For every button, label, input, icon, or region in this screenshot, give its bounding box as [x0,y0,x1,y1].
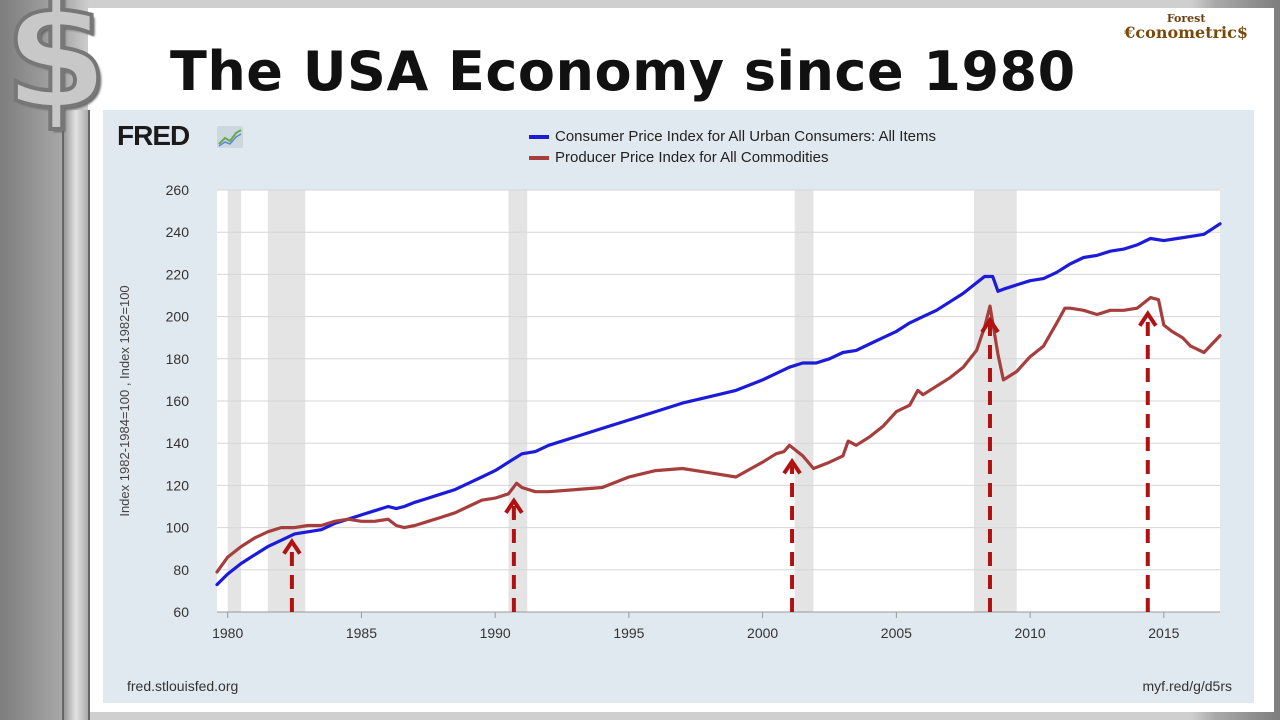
slide-title: The USA Economy since 1980 [170,40,1076,103]
line-chart: 60 80 100 120 140 160 180 200 220 240 260 1980 1985 1… [117,182,1222,641]
y-tick-label-100: 100 [166,520,190,536]
x-tick-label-1985: 1985 [346,625,377,641]
legend-item-ppi: Producer Price Index for All Commodities [529,147,936,168]
forest-econometrics-logo: Forest €conometric$ [1124,12,1248,42]
legend-swatch-ppi [529,155,549,160]
logo-main-text: €conometric$ [1124,23,1248,42]
y-tick-label-220: 220 [166,266,190,282]
y-tick-label-120: 120 [166,477,190,493]
arrow-head-1 [504,497,524,514]
fred-chart-icon [217,126,243,148]
chart-legend: Consumer Price Index for All Urban Consu… [529,126,936,168]
x-tick-label-2015: 2015 [1148,625,1179,641]
dollar-sign-icon: $ [2,0,110,143]
y-tick-label-80: 80 [173,562,189,578]
x-tick-label-2010: 2010 [1015,625,1046,641]
y-axis-label: Index 1982-1984=100 , Index 1982=100 [117,285,132,516]
y-tick-label-180: 180 [166,351,190,367]
x-tick-label-1995: 1995 [613,625,644,641]
arrow-head-2 [782,457,802,475]
x-tick-label-2005: 2005 [881,625,912,641]
x-tick-label-1980: 1980 [212,625,243,641]
y-tick-label-140: 140 [166,435,190,451]
arrow-head-4 [1138,310,1158,327]
y-tick-label-240: 240 [166,224,190,240]
legend-label-cpi: Consumer Price Index for All Urban Consu… [555,128,936,145]
y-tick-label-60: 60 [173,604,189,620]
legend-item-cpi: Consumer Price Index for All Urban Consu… [529,126,936,147]
y-tick-label-200: 200 [166,309,190,325]
source-link[interactable]: fred.stlouisfed.org [127,678,239,694]
arrow-head-3 [980,316,1000,334]
dollar-bar-decoration [62,110,90,720]
x-tick-label-2000: 2000 [747,625,778,641]
series-line-cpi [215,222,1222,587]
y-tick-label-160: 160 [166,393,190,409]
fred-logo: FRED [117,120,190,151]
series-line-ppi [215,296,1222,574]
legend-label-ppi: Producer Price Index for All Commodities [555,149,829,166]
arrow-head-0 [282,537,302,555]
legend-swatch-cpi [529,134,549,139]
short-link[interactable]: myf.red/g/d5rs [1142,678,1232,694]
x-tick-label-1990: 1990 [480,625,511,641]
logo-top-text: Forest [1166,12,1206,25]
y-tick-label-260: 260 [166,182,190,198]
